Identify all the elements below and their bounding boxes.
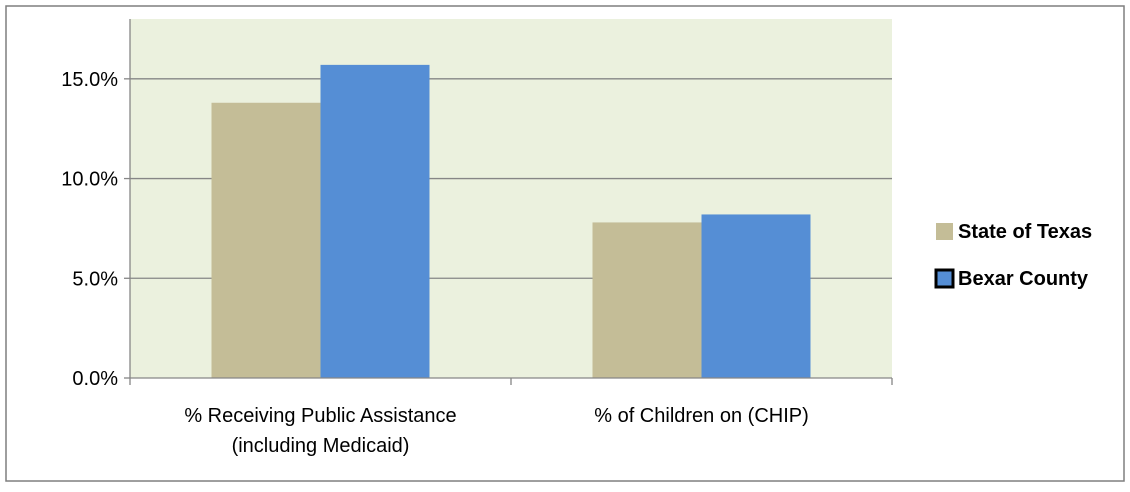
legend-label: Bexar County	[958, 268, 1089, 290]
bar-state-of-texas	[592, 222, 702, 378]
y-tick-label: 5.0%	[72, 268, 118, 290]
legend: State of Texas Bexar County	[934, 221, 1092, 290]
bar-state-of-texas	[211, 102, 321, 379]
y-tick-label: 0.0%	[72, 368, 118, 390]
y-tick-label: 10.0%	[61, 169, 118, 191]
x-category-label: % of Children on (CHIP)	[594, 405, 809, 427]
y-tick-label: 15.0%	[61, 69, 118, 91]
legend-swatch	[936, 223, 953, 240]
axes: 0.0% 5.0% 10.0% 15.0% % Receiving Public Ass…	[61, 19, 893, 457]
legend-swatch	[934, 268, 955, 289]
legend-label: State of Texas	[958, 221, 1092, 243]
bars	[211, 64, 811, 379]
bar-bexar-county	[701, 214, 811, 378]
x-category-label: % Receiving Public Assistance (including …	[184, 405, 456, 457]
bar-bexar-county	[320, 64, 430, 378]
